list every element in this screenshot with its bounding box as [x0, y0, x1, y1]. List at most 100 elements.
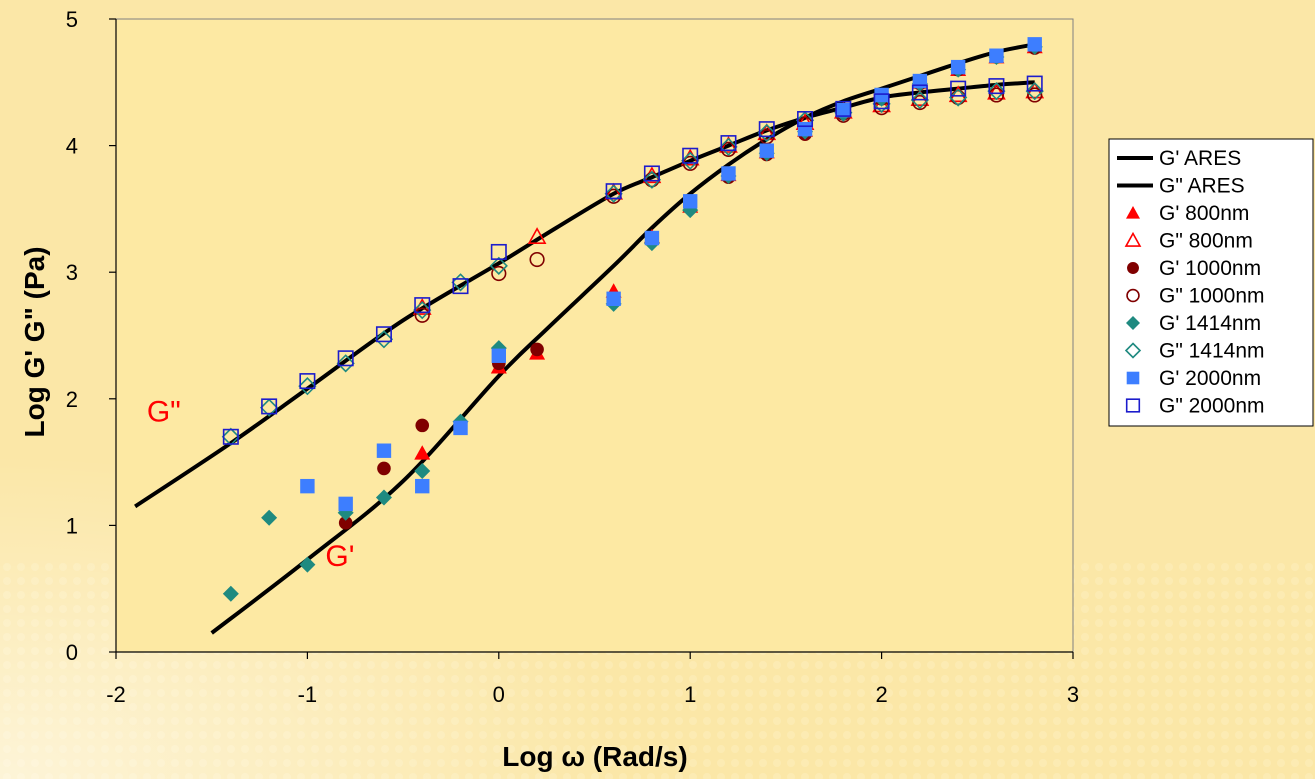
y-tick-label: 4 — [66, 134, 78, 159]
legend-label: G' 800nm — [1159, 202, 1249, 225]
data-point — [1025, 82, 1044, 101]
legend-label: G' 2000nm — [1159, 367, 1261, 390]
data-point — [414, 462, 431, 479]
x-tick-label: 0 — [493, 682, 505, 707]
data-point — [530, 342, 544, 357]
plot-area — [115, 18, 1074, 653]
data-point — [1026, 75, 1043, 92]
data-point — [490, 243, 507, 260]
data-point — [414, 297, 431, 314]
data-point — [950, 59, 966, 75]
legend-label: G" 1414nm — [1159, 340, 1265, 363]
data-point — [643, 165, 660, 182]
data-point — [950, 80, 967, 97]
data-point — [987, 82, 1006, 101]
x-tick-label: 1 — [684, 682, 696, 707]
data-point — [797, 111, 814, 128]
y-tick-label: 0 — [66, 640, 78, 665]
data-point — [949, 88, 968, 107]
data-point — [912, 73, 928, 89]
data-point — [491, 348, 506, 363]
data-point — [489, 256, 508, 276]
data-point — [375, 489, 392, 506]
data-point — [681, 151, 700, 170]
data-point — [683, 194, 698, 209]
data-point — [758, 121, 775, 138]
x-tick-label: -2 — [106, 682, 126, 707]
legend-label: G' 1414nm — [1159, 312, 1261, 335]
data-point — [261, 509, 278, 526]
legend-label: G" 800nm — [1159, 230, 1253, 253]
data-point — [338, 496, 353, 512]
data-point — [682, 147, 699, 164]
data-point — [413, 301, 432, 320]
data-point — [377, 461, 391, 476]
data-point — [605, 183, 622, 200]
data-point — [374, 330, 394, 349]
legend-key — [1126, 316, 1140, 330]
data-point — [222, 585, 239, 602]
series-g-2000nm-9 — [222, 75, 1043, 445]
y-tick-label: 1 — [66, 513, 78, 538]
data-point — [835, 100, 852, 117]
legend-key — [1126, 371, 1140, 385]
data-point — [300, 478, 315, 494]
data-point — [1027, 37, 1042, 52]
legend-key — [1126, 206, 1140, 219]
x-tick-label: -1 — [298, 682, 318, 707]
legend-key — [1126, 288, 1140, 303]
data-point — [989, 48, 1004, 63]
data-point — [414, 307, 430, 323]
legend-key — [1124, 342, 1142, 359]
data-point — [527, 227, 547, 244]
data-point — [375, 326, 392, 343]
legend-label: G' 1000nm — [1159, 257, 1261, 280]
data-point — [529, 251, 545, 268]
data-point — [298, 377, 317, 396]
data-point — [759, 143, 774, 158]
curve-annotation: G' — [325, 540, 354, 573]
legend-label: G" 2000nm — [1159, 395, 1265, 418]
data-point — [719, 137, 738, 156]
data-point — [604, 184, 623, 203]
data-point — [988, 78, 1005, 95]
x-tick-label: 2 — [875, 682, 887, 707]
data-point — [910, 90, 930, 110]
data-point — [912, 94, 928, 111]
data-point — [376, 443, 392, 458]
y-tick-label: 3 — [66, 260, 78, 285]
data-point — [606, 291, 621, 306]
data-point — [988, 87, 1005, 103]
legend-label: G" 1000nm — [1159, 285, 1265, 308]
data-point — [299, 556, 316, 573]
data-point — [644, 230, 660, 246]
data-point — [1027, 87, 1043, 103]
data-point — [221, 427, 240, 446]
data-point — [453, 420, 468, 436]
data-point — [299, 373, 316, 390]
x-tick-label: 3 — [1067, 682, 1079, 707]
data-point — [491, 265, 507, 282]
data-point — [874, 87, 889, 103]
legend-key — [1124, 231, 1142, 247]
y-tick-label: 5 — [66, 7, 78, 32]
data-point — [720, 135, 737, 152]
data-point — [415, 418, 430, 433]
data-point — [414, 445, 431, 460]
data-point — [415, 478, 430, 494]
legend-key — [1127, 262, 1139, 274]
legend-key — [1125, 398, 1141, 413]
data-point — [911, 84, 928, 101]
data-point — [338, 516, 353, 530]
data-point — [337, 350, 354, 367]
data-point — [259, 398, 279, 417]
data-point — [757, 123, 776, 143]
legend-label: G" ARES — [1159, 175, 1245, 198]
data-point — [836, 102, 851, 118]
data-point — [950, 89, 966, 106]
y-tick-label: 2 — [66, 387, 78, 412]
data-point — [721, 166, 736, 181]
data-point — [797, 121, 813, 137]
